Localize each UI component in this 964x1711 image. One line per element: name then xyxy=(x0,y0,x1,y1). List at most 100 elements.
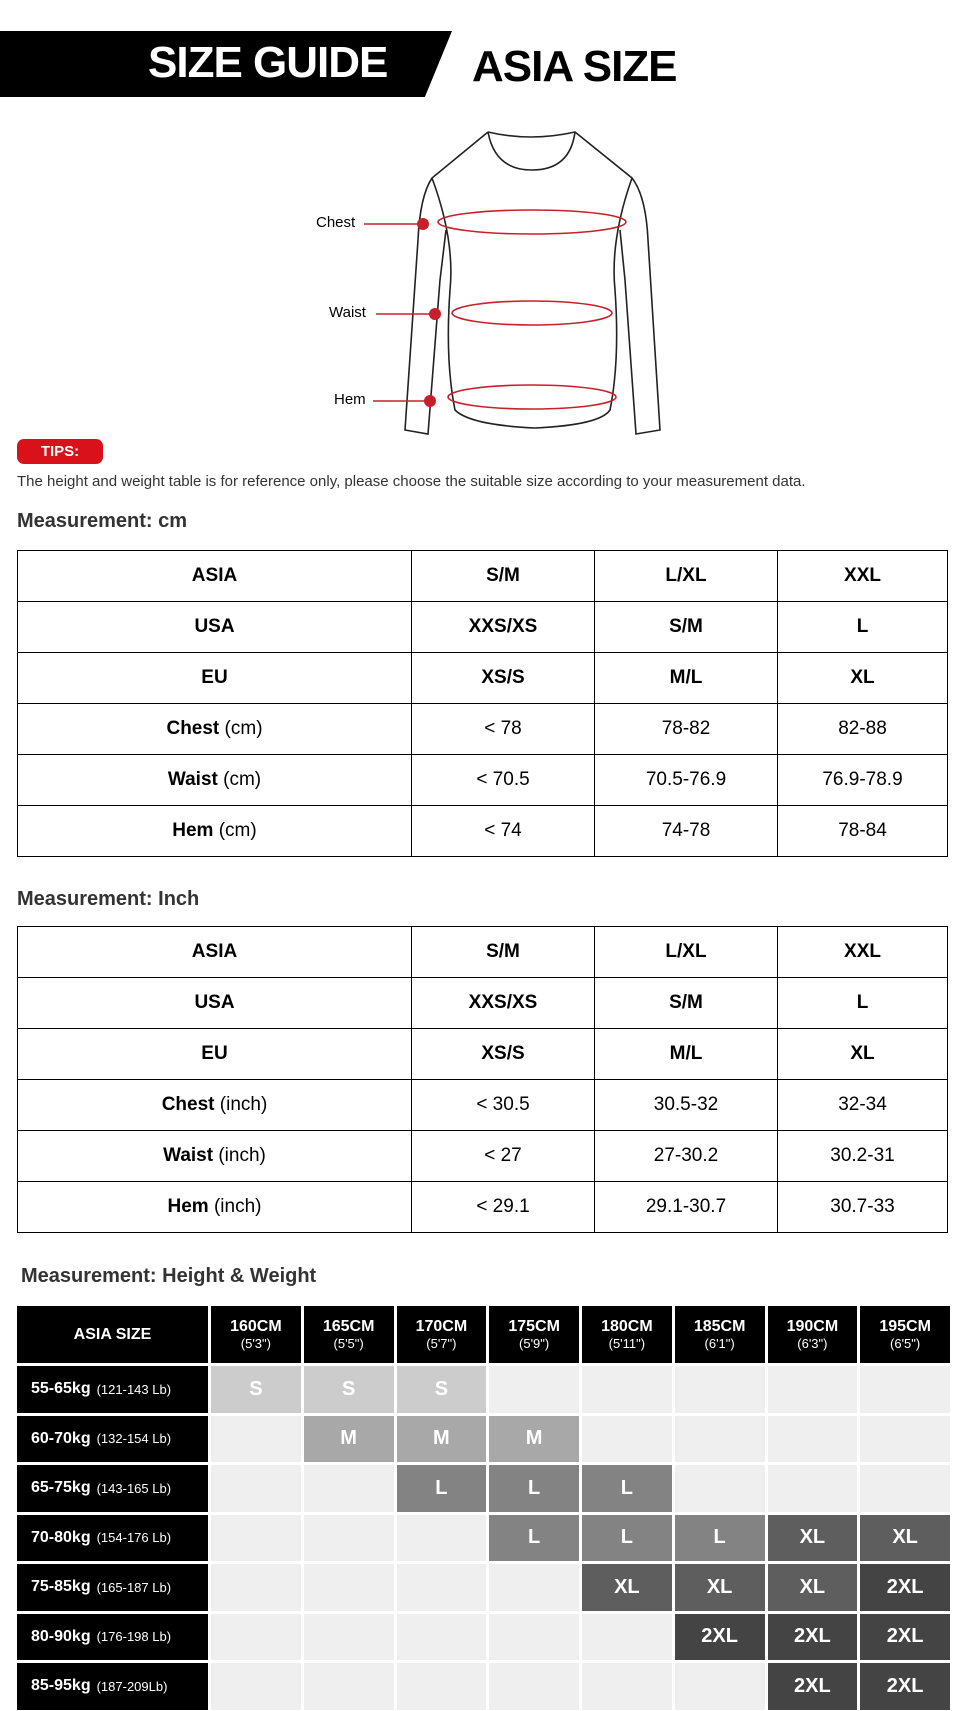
weight-kg: 55-65kg xyxy=(31,1380,91,1398)
size-cell xyxy=(303,1465,394,1512)
size-cell xyxy=(211,1465,301,1512)
table-row: Hem (inch) < 29.1 29.1-30.7 30.7-33 xyxy=(17,1181,948,1233)
height-header: 160CM (5'3") xyxy=(211,1306,301,1363)
table-cell: XL xyxy=(777,652,948,704)
table-cell: 70.5-76.9 xyxy=(594,754,778,806)
table-cell: M/L xyxy=(594,652,778,704)
size-cell xyxy=(860,1465,950,1512)
weight-kg: 65-75kg xyxy=(31,1479,91,1497)
row-label: Hem (inch) xyxy=(17,1181,412,1233)
weight-kg: 80-90kg xyxy=(31,1627,91,1645)
table-cell: S/M xyxy=(411,550,595,602)
table-row: USA XXS/XS S/M L xyxy=(17,601,948,653)
size-cell: L xyxy=(582,1465,672,1512)
height-cm: 195CM xyxy=(879,1318,931,1336)
height-weight-grid: ASIA SIZE 160CM (5'3") 165CM (5'5") 170CM (5'7… xyxy=(17,1306,950,1710)
size-cell: 2XL xyxy=(860,1663,950,1710)
weight-lb: (154-176 Lb) xyxy=(96,1530,172,1546)
size-cell: XL xyxy=(767,1514,858,1561)
table-cell: XS/S xyxy=(411,652,595,704)
weight-kg: 75-85kg xyxy=(31,1578,91,1596)
row-label-name: Hem xyxy=(167,1196,209,1217)
size-cell xyxy=(674,1663,765,1710)
size-cell: 2XL xyxy=(860,1613,950,1660)
size-cell xyxy=(489,1366,579,1413)
size-cell xyxy=(674,1415,765,1462)
table-cell: L/XL xyxy=(594,926,778,978)
size-cell xyxy=(582,1415,672,1462)
size-cell: 2XL xyxy=(674,1613,765,1660)
size-cell: L xyxy=(489,1514,579,1561)
weight-kg: 85-95kg xyxy=(31,1677,91,1695)
row-label-name: ASIA xyxy=(191,941,238,962)
height-ft: (5'9") xyxy=(519,1336,550,1352)
weight-row-label: 55-65kg (121-143 Lb) xyxy=(17,1366,208,1413)
row-label-unit: (inch) xyxy=(214,1094,268,1115)
height-header: 175CM (5'9") xyxy=(489,1306,579,1363)
size-cell xyxy=(396,1613,487,1660)
weight-row-label: 85-95kg (187-209Lb) xyxy=(17,1663,208,1710)
height-cm: 170CM xyxy=(415,1318,468,1336)
label-hem: Hem xyxy=(334,391,366,408)
weight-row-label: 80-90kg (176-198 Lb) xyxy=(17,1613,208,1660)
grid-corner-header: ASIA SIZE xyxy=(17,1306,208,1363)
size-cell xyxy=(582,1663,672,1710)
inch-size-table: ASIA S/M L/XL XXL USA XXS/XS S/M L EU XS/S M/L XL Ch… xyxy=(17,926,948,1233)
row-label-name: EU xyxy=(201,1043,228,1064)
height-cm: 160CM xyxy=(230,1318,282,1336)
row-label: USA xyxy=(17,601,412,653)
table-cell: XL xyxy=(777,1028,948,1080)
size-cell: L xyxy=(674,1514,765,1561)
size-cell: 2XL xyxy=(767,1613,858,1660)
table-cell: 82-88 xyxy=(777,703,948,755)
table-cell: 78-82 xyxy=(594,703,778,755)
table-cell: XXS/XS xyxy=(411,977,595,1029)
table-row: Chest (inch) < 30.5 30.5-32 32-34 xyxy=(17,1079,948,1131)
table-cell: XS/S xyxy=(411,1028,595,1080)
weight-lb: (187-209Lb) xyxy=(96,1678,168,1694)
row-label-unit: (inch) xyxy=(213,1145,266,1166)
table-cell: < 29.1 xyxy=(411,1181,595,1233)
size-cell: L xyxy=(582,1514,672,1561)
table-cell: 29.1-30.7 xyxy=(594,1181,778,1233)
height-ft: (6'3") xyxy=(797,1336,828,1352)
weight-row-label: 75-85kg (165-187 Lb) xyxy=(17,1564,208,1611)
height-ft: (6'1") xyxy=(704,1336,735,1352)
size-cell: M xyxy=(489,1415,579,1462)
hw-section-title: Measurement: Height & Weight xyxy=(21,1265,317,1287)
table-row: Hem (cm) < 74 74-78 78-84 xyxy=(17,805,948,857)
table-cell: S/M xyxy=(594,977,778,1029)
weight-lb: (165-187 Lb) xyxy=(96,1579,172,1595)
size-cell: S xyxy=(211,1366,301,1413)
row-label: EU xyxy=(17,652,412,704)
size-cell xyxy=(211,1613,301,1660)
size-cell: XL xyxy=(674,1564,765,1611)
table-cell: < 78 xyxy=(411,703,595,755)
inch-section-title: Measurement: Inch xyxy=(17,888,200,910)
weight-lb: (176-198 Lb) xyxy=(96,1629,172,1645)
table-cell: L xyxy=(777,601,948,653)
size-cell xyxy=(396,1564,487,1611)
size-cell xyxy=(582,1366,672,1413)
table-cell: S/M xyxy=(594,601,778,653)
table-row: ASIA S/M L/XL XXL xyxy=(17,926,948,978)
height-cm: 180CM xyxy=(601,1318,653,1336)
page-subtitle: ASIA SIZE xyxy=(472,42,678,91)
table-cell: XXS/XS xyxy=(411,601,595,653)
height-header: 165CM (5'5") xyxy=(303,1306,394,1363)
size-cell: S xyxy=(303,1366,394,1413)
row-label: USA xyxy=(17,977,412,1029)
size-cell: XL xyxy=(860,1514,950,1561)
size-cell: XL xyxy=(767,1564,858,1611)
size-cell xyxy=(489,1613,579,1660)
height-header: 180CM (5'11") xyxy=(582,1306,672,1363)
table-cell: 32-34 xyxy=(777,1079,948,1131)
row-label-name: Hem xyxy=(172,820,214,841)
height-cm: 175CM xyxy=(508,1318,560,1336)
table-row: EU XS/S M/L XL xyxy=(17,1028,948,1080)
table-row: Waist (inch) < 27 27-30.2 30.2-31 xyxy=(17,1130,948,1182)
height-cm: 185CM xyxy=(693,1318,746,1336)
size-cell xyxy=(211,1514,301,1561)
table-row: ASIA S/M L/XL XXL xyxy=(17,550,948,602)
size-cell: L xyxy=(489,1465,579,1512)
